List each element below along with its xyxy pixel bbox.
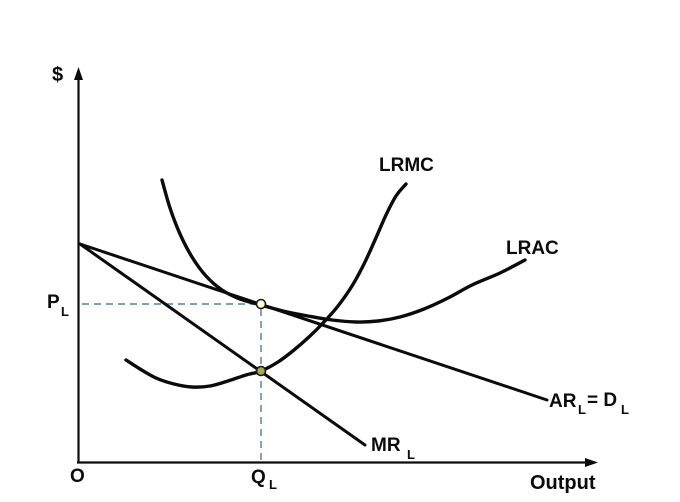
mr-label-subscript: L bbox=[407, 447, 415, 462]
demand-curve bbox=[78, 242, 549, 402]
lrac-curve bbox=[160, 178, 527, 324]
d-label-subscript: L bbox=[621, 402, 629, 417]
x-axis-label: Output bbox=[530, 472, 596, 494]
tangency-point-marker bbox=[255, 298, 267, 310]
lrac-label: LRAC bbox=[506, 238, 559, 259]
lrmc-curve bbox=[124, 182, 408, 389]
y-axis-label: $ bbox=[52, 64, 63, 86]
y-axis-arrowhead-icon bbox=[74, 67, 83, 80]
quantity-label-subscript: L bbox=[269, 477, 277, 492]
price-label-subscript: L bbox=[61, 304, 69, 319]
ar-label: AR bbox=[549, 391, 577, 412]
price-label: P bbox=[47, 292, 60, 313]
mr-curve bbox=[78, 242, 367, 447]
ar-equals-d-label: = D bbox=[587, 390, 617, 411]
mr-lrmc-intersection-marker bbox=[255, 365, 267, 377]
quantity-label: Q bbox=[251, 467, 266, 488]
origin-label: O bbox=[70, 466, 85, 487]
x-axis-arrowhead-icon bbox=[585, 458, 598, 467]
ar-label-subscript: L bbox=[578, 402, 586, 417]
lrmc-label: LRMC bbox=[379, 155, 434, 176]
mr-label: MR bbox=[371, 435, 401, 456]
